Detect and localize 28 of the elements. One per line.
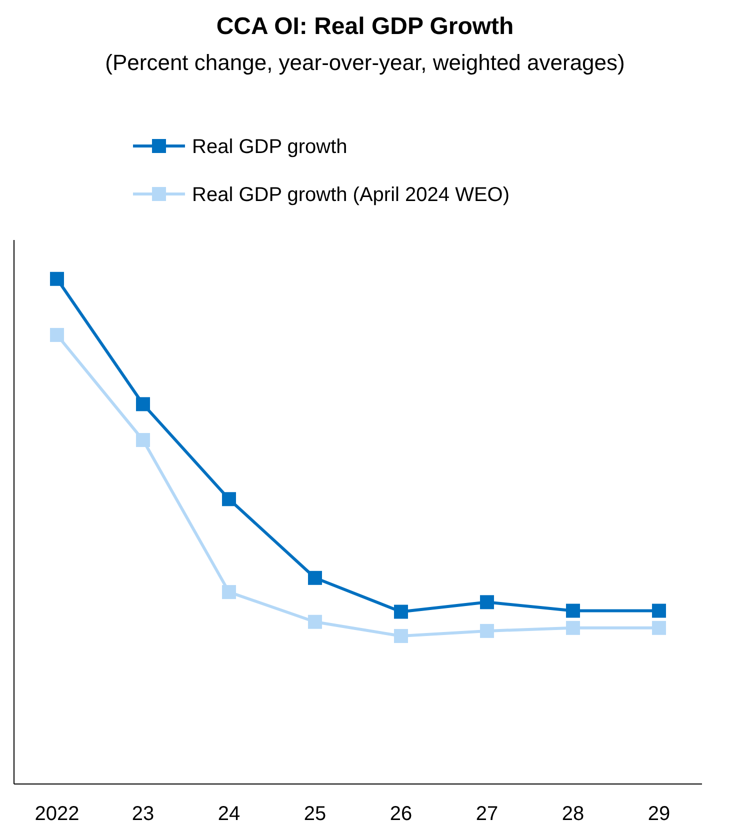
x-tick-label: 23	[132, 803, 154, 825]
point	[480, 624, 494, 638]
point	[566, 604, 580, 618]
point	[222, 585, 236, 600]
point	[652, 620, 666, 635]
point	[394, 604, 408, 619]
x-tick-label: 26	[390, 803, 412, 825]
point	[652, 604, 666, 618]
point	[222, 492, 236, 506]
point	[50, 328, 64, 342]
point	[50, 272, 64, 286]
point	[566, 620, 580, 635]
point	[136, 397, 150, 412]
legend-label: Real GDP growth	[192, 136, 348, 158]
x-tick-label: 28	[562, 803, 584, 825]
point	[308, 570, 322, 585]
x-tick-label: 29	[648, 803, 670, 825]
x-tick-label: 24	[218, 803, 240, 825]
point	[136, 433, 150, 448]
chart-title: CCA OI: Real GDP Growth	[216, 13, 514, 40]
chart-subtitle: (Percent change, year-over-year, weighted averages)	[105, 50, 625, 75]
point	[394, 629, 408, 644]
x-tick-label: 2022	[34, 803, 80, 825]
x-tick-label: 25	[304, 803, 326, 825]
x-tick-label: 27	[476, 803, 498, 825]
point	[480, 595, 494, 610]
point	[308, 614, 322, 629]
legend-label: Real GDP growth (April 2024 WEO)	[192, 184, 510, 206]
